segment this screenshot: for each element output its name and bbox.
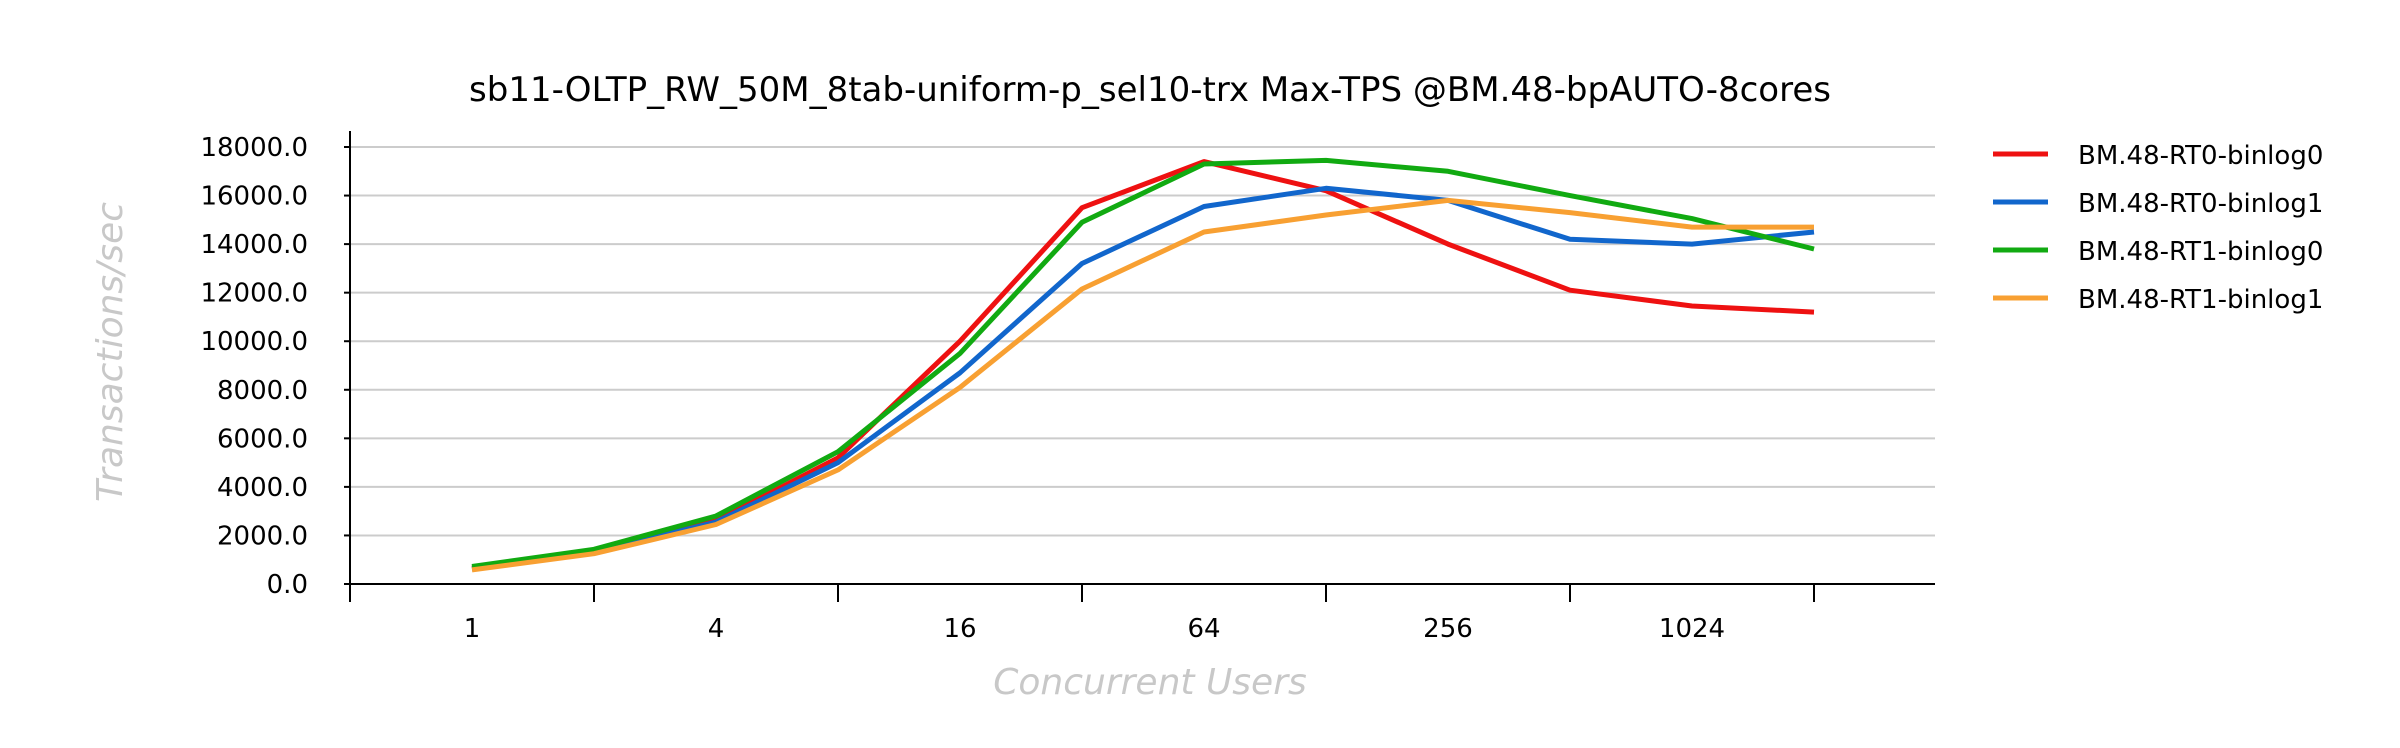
y-tick-label: 4000.0 — [217, 473, 308, 503]
series-line-3 — [471, 157, 1815, 569]
x-tick-label: 1 — [464, 614, 481, 644]
legend-label: BM.48-RT1-binlog0 — [2078, 237, 2323, 267]
y-tick-label: 8000.0 — [217, 376, 308, 406]
y-tick-label: 12000.0 — [200, 279, 308, 309]
series-line-1 — [471, 159, 1815, 571]
y-tick-label: 0.0 — [267, 570, 308, 600]
y-tick-label: 6000.0 — [217, 424, 308, 454]
legend-label: BM.48-RT0-binlog0 — [2078, 141, 2323, 171]
y-tick-label: 2000.0 — [217, 521, 308, 551]
x-tick-label: 256 — [1423, 614, 1473, 644]
x-tick-label: 4 — [708, 614, 725, 644]
legend-label: BM.48-RT0-binlog1 — [2078, 189, 2323, 219]
y-axis-label: Transactions/sec — [90, 202, 131, 502]
y-tick-label: 14000.0 — [200, 230, 308, 260]
series-line-4 — [471, 197, 1814, 573]
series-lines — [471, 157, 1815, 573]
x-tick-label: 1024 — [1659, 614, 1725, 644]
y-tick-label: 16000.0 — [200, 182, 308, 212]
x-tick-label: 16 — [943, 614, 976, 644]
chart-title: sb11-OLTP_RW_50M_8tab-uniform-p_sel10-tr… — [469, 70, 1831, 110]
legend: BM.48-RT0-binlog0 BM.48-RT0-binlog1 BM.48-… — [1993, 141, 2323, 315]
series-line-2 — [471, 185, 1815, 572]
y-tick-label: 10000.0 — [200, 327, 308, 357]
x-tick-label: 64 — [1187, 614, 1220, 644]
legend-label: BM.48-RT1-binlog1 — [2078, 285, 2323, 315]
axes: 0.0 2000.0 4000.0 6000.0 8000.0 10000.0 12000.… — [200, 131, 1935, 644]
grid-lines — [350, 146, 1935, 537]
x-axis-label: Concurrent Users — [993, 662, 1307, 703]
y-tick-label: 18000.0 — [200, 133, 308, 163]
